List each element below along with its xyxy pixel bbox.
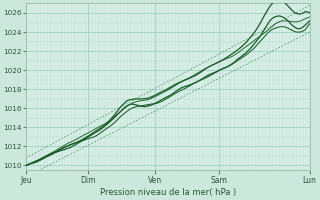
X-axis label: Pression niveau de la mer( hPa ): Pression niveau de la mer( hPa ) — [100, 188, 236, 197]
